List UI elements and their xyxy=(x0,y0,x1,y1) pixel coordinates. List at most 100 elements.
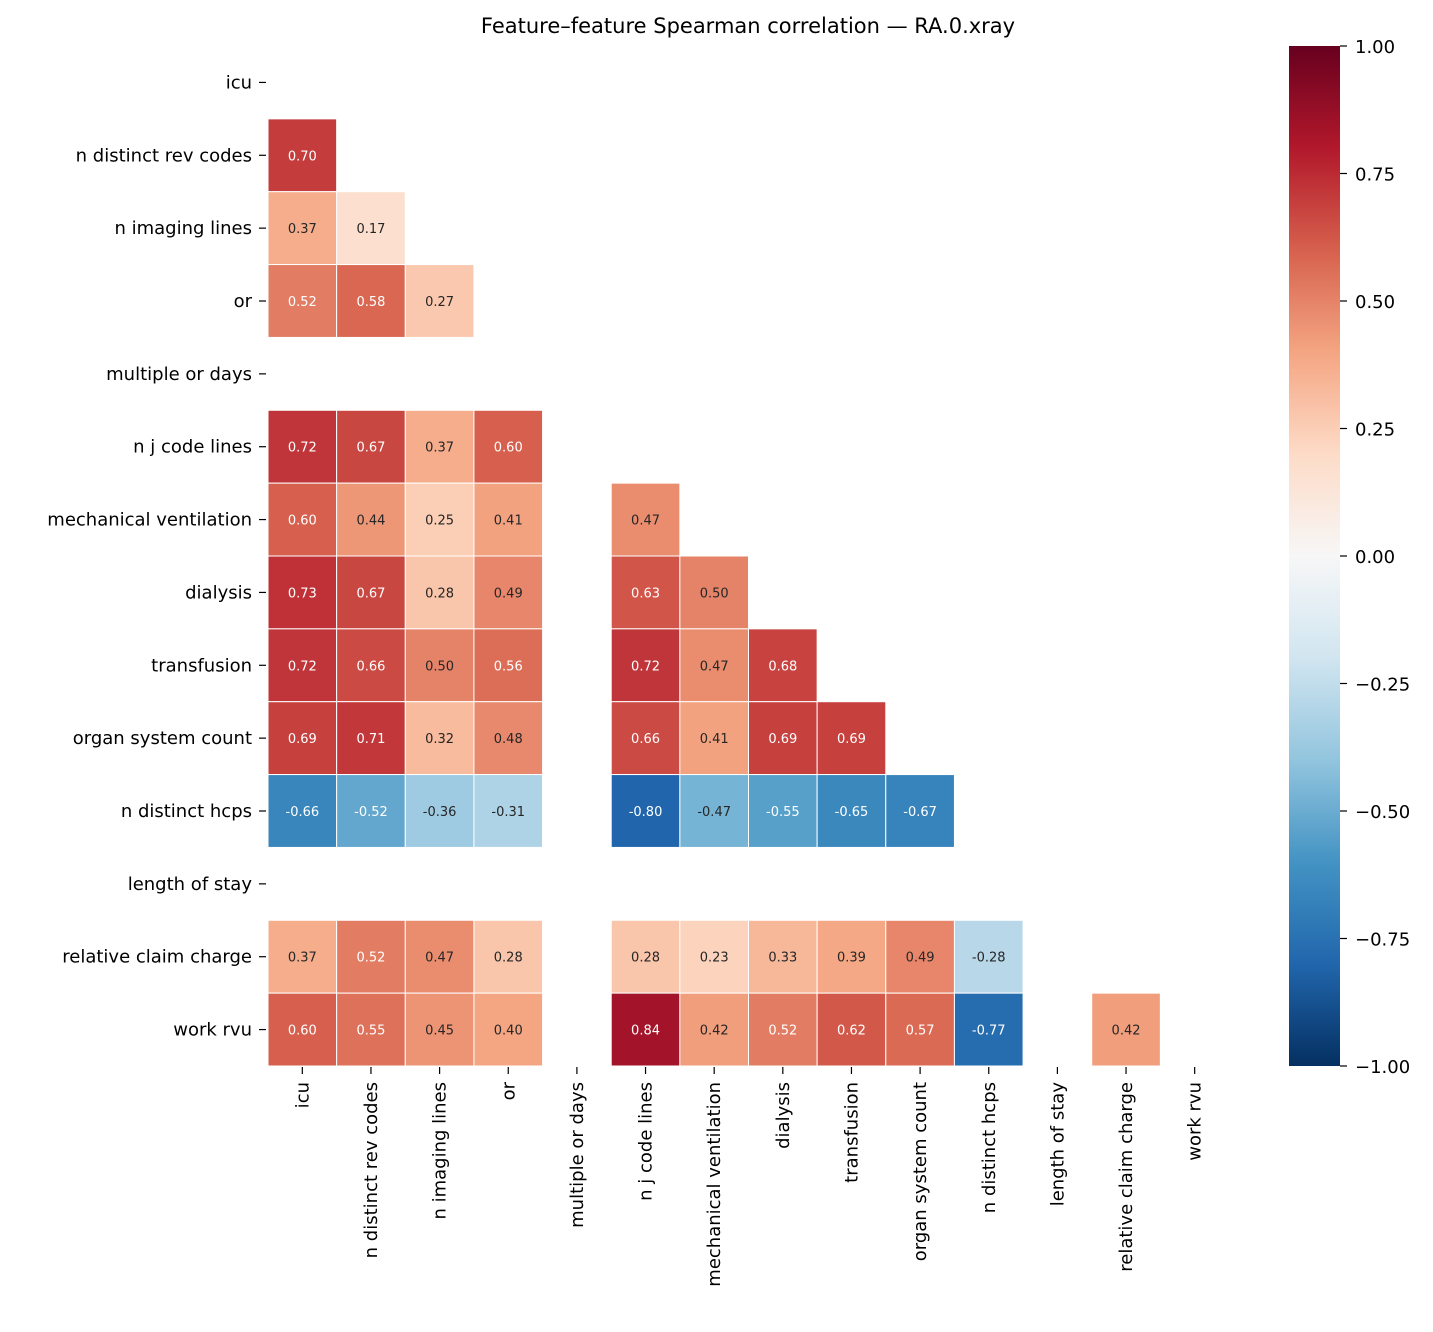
heatmap-cell xyxy=(610,482,681,557)
cell-value-label: 0.66 xyxy=(356,659,385,674)
cell-value-label: 0.72 xyxy=(288,659,317,674)
cell-value-label: 0.28 xyxy=(631,951,660,966)
cell-value-label: 0.25 xyxy=(425,514,454,529)
heatmap-cell xyxy=(404,774,475,848)
heatmap-cell xyxy=(1091,992,1161,1067)
column-labels: icu n distinct rev codes n imaging lines or… xyxy=(292,1067,1206,1287)
cell-value-label: 0.41 xyxy=(494,514,523,529)
cell-value-label: 0.67 xyxy=(356,441,385,456)
cell-value-label: 0.62 xyxy=(837,1024,866,1039)
cell-value-label: 0.23 xyxy=(700,951,729,966)
heatmap-cell xyxy=(267,628,338,703)
colorbar-tick-label: 0.25 xyxy=(1355,420,1395,441)
heatmap-cell xyxy=(473,628,544,703)
heatmap-cell xyxy=(404,701,475,776)
heatmap-cell xyxy=(953,992,1024,1067)
cell-value-label: 0.63 xyxy=(631,586,660,601)
row-label: transfusion xyxy=(151,655,252,676)
cell-value-label: -0.65 xyxy=(835,805,869,820)
cell-value-label: 0.60 xyxy=(288,1024,317,1039)
cell-value-label: 0.68 xyxy=(768,659,797,674)
colorbar xyxy=(1289,46,1340,1066)
cell-value-label: 0.50 xyxy=(425,659,454,674)
heatmap-cell xyxy=(610,919,681,994)
heatmap-cell xyxy=(336,774,406,848)
cell-value-label: 0.57 xyxy=(906,1024,935,1039)
cell-value-label: -0.66 xyxy=(286,805,320,820)
heatmap-cell xyxy=(404,264,475,338)
cell-value-label: 0.69 xyxy=(768,732,797,747)
heatmap-cell xyxy=(610,555,681,630)
cell-value-label: 0.37 xyxy=(425,441,454,456)
heatmap-cell xyxy=(267,701,338,776)
heatmap-cell xyxy=(336,264,406,338)
cell-value-label: 0.32 xyxy=(425,732,454,747)
cell-value-label: 0.28 xyxy=(425,586,454,601)
heatmap-cell xyxy=(473,992,544,1067)
colorbar-tick-label: 0.00 xyxy=(1355,547,1395,568)
cell-value-label: -0.36 xyxy=(423,805,457,820)
cell-value-label: 0.39 xyxy=(837,951,866,966)
heatmap-cell xyxy=(748,992,818,1067)
column-label: relative claim charge xyxy=(1116,1082,1137,1272)
cell-value-label: 0.55 xyxy=(356,1024,385,1039)
cell-value-label: 0.45 xyxy=(425,1024,454,1039)
row-label: work rvu xyxy=(173,1020,252,1041)
heatmap-cells: 0.70 0.37 0.17 0.52 0.58 0.27 0.72 0.67 0.37 0.60… xyxy=(267,118,1161,1067)
cell-value-label: 0.50 xyxy=(700,586,729,601)
column-label: n imaging lines xyxy=(430,1082,451,1220)
column-label: n distinct hcps xyxy=(979,1082,1000,1213)
cell-value-label: 0.42 xyxy=(1112,1024,1141,1039)
cell-value-label: 0.52 xyxy=(288,295,317,310)
colorbar-tick-label: −0.75 xyxy=(1355,930,1410,951)
heatmap-cell xyxy=(336,555,406,630)
row-label: or xyxy=(234,291,253,312)
row-label: organ system count xyxy=(73,728,252,749)
heatmap-cell xyxy=(610,774,681,848)
cell-value-label: 0.41 xyxy=(700,732,729,747)
heatmap-cell xyxy=(336,191,406,266)
row-label: n imaging lines xyxy=(114,218,252,239)
column-label: n distinct rev codes xyxy=(361,1082,382,1258)
heatmap-cell xyxy=(404,992,475,1067)
heatmap-cell xyxy=(473,774,544,848)
heatmap-cell xyxy=(336,919,406,994)
colorbar-tick-label: −0.25 xyxy=(1355,675,1410,696)
row-label: dialysis xyxy=(185,582,252,603)
cell-value-label: 0.71 xyxy=(356,732,385,747)
cell-value-label: -0.80 xyxy=(629,805,663,820)
cell-value-label: 0.60 xyxy=(288,514,317,529)
cell-value-label: 0.72 xyxy=(288,441,317,456)
heatmap-cell xyxy=(267,919,338,994)
column-label: or xyxy=(498,1081,519,1100)
cell-value-label: 0.27 xyxy=(425,295,454,310)
cell-value-label: 0.47 xyxy=(425,951,454,966)
heatmap-cell xyxy=(267,555,338,630)
heatmap-cell xyxy=(336,992,406,1067)
cell-value-label: 0.72 xyxy=(631,659,660,674)
column-label: transfusion xyxy=(841,1082,862,1183)
column-label: length of stay xyxy=(1047,1082,1068,1207)
heatmap-cell xyxy=(336,482,406,557)
heatmap-cell xyxy=(404,919,475,994)
colorbar-tick-label: 0.50 xyxy=(1355,292,1395,313)
heatmap-cell xyxy=(267,992,338,1067)
colorbar-tick-label: −1.00 xyxy=(1355,1057,1410,1078)
row-label: n distinct rev codes xyxy=(76,145,252,166)
heatmap-cell xyxy=(336,628,406,703)
column-label: dialysis xyxy=(773,1082,794,1149)
heatmap-cell xyxy=(748,701,818,776)
cell-value-label: 0.70 xyxy=(288,149,317,164)
row-label: icu xyxy=(226,72,252,93)
heatmap-cell xyxy=(679,992,749,1067)
heatmap-cell xyxy=(267,264,338,338)
cell-value-label: -0.77 xyxy=(972,1024,1006,1039)
column-label: multiple or days xyxy=(567,1082,588,1228)
column-label: icu xyxy=(292,1082,313,1108)
cell-value-label: 0.33 xyxy=(768,951,797,966)
cell-value-label: 0.49 xyxy=(906,951,935,966)
cell-value-label: 0.40 xyxy=(494,1024,523,1039)
heatmap-cell xyxy=(473,919,544,994)
heatmap-cell xyxy=(404,555,475,630)
